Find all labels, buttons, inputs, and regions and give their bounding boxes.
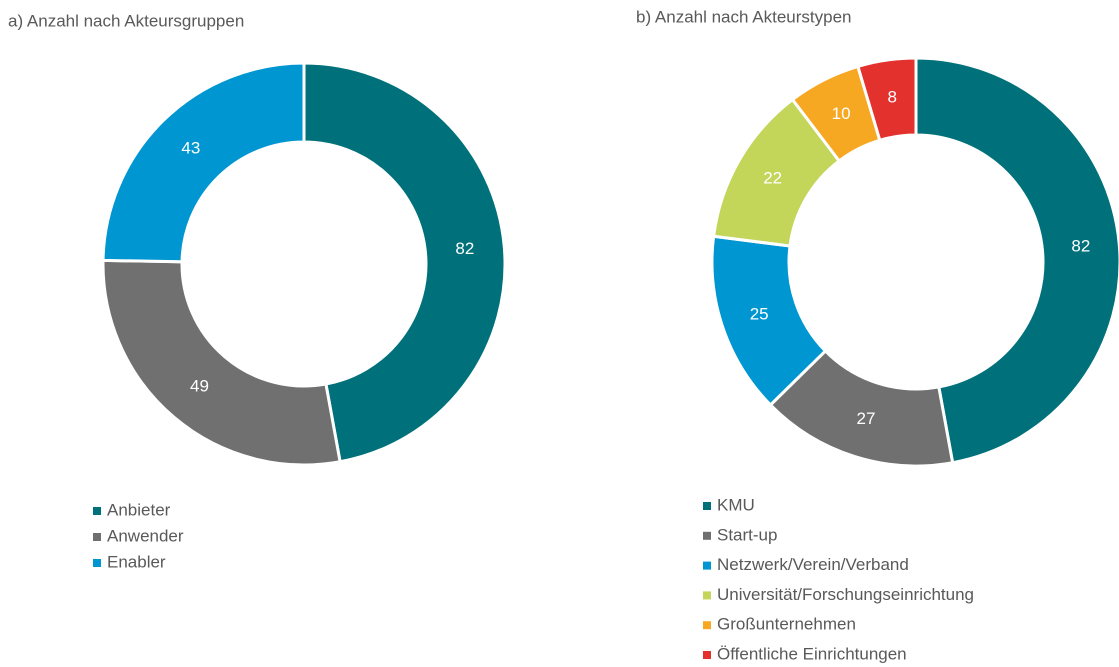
chart-title: b) Anzahl nach Akteurstypen [636,7,851,26]
legend-label: Netzwerk/Verein/Verband [717,555,909,574]
legend-label: Universität/Forschungseinrichtung [717,585,974,604]
legend-swatch [93,507,101,515]
data-label: 25 [750,304,769,323]
donut-segment [856,56,918,143]
donut-segment [302,61,507,464]
legend-swatch [703,561,711,570]
legend-swatch [703,651,711,659]
data-label: 27 [857,409,876,428]
legend-swatch [93,533,101,541]
data-label: 8 [887,88,896,107]
donut-segment [914,56,1119,465]
data-label: 49 [190,377,209,396]
data-label: 22 [763,169,782,188]
legend-label: Großunternehmen [717,615,856,634]
donut-segment [101,61,306,264]
legend-swatch [93,559,101,567]
legend-label: Anbieter [107,500,171,519]
chart-title: a) Anzahl nach Akteursgruppen [8,11,244,30]
legend-label: Anwender [107,526,184,545]
legend-swatch [703,531,711,540]
donut-segment [101,258,342,467]
legend-label: Enabler [107,552,166,571]
legend-swatch [703,591,711,600]
data-label: 82 [1071,237,1090,256]
data-label: 82 [455,239,474,258]
data-label: 10 [832,104,851,123]
legend-swatch [703,621,711,630]
legend-swatch [703,502,711,510]
data-label: 43 [181,138,200,157]
legend-label: KMU [717,495,755,514]
legend-label: Öffentliche Einrichtungen [717,644,907,663]
legend-label: Start-up [717,525,777,544]
